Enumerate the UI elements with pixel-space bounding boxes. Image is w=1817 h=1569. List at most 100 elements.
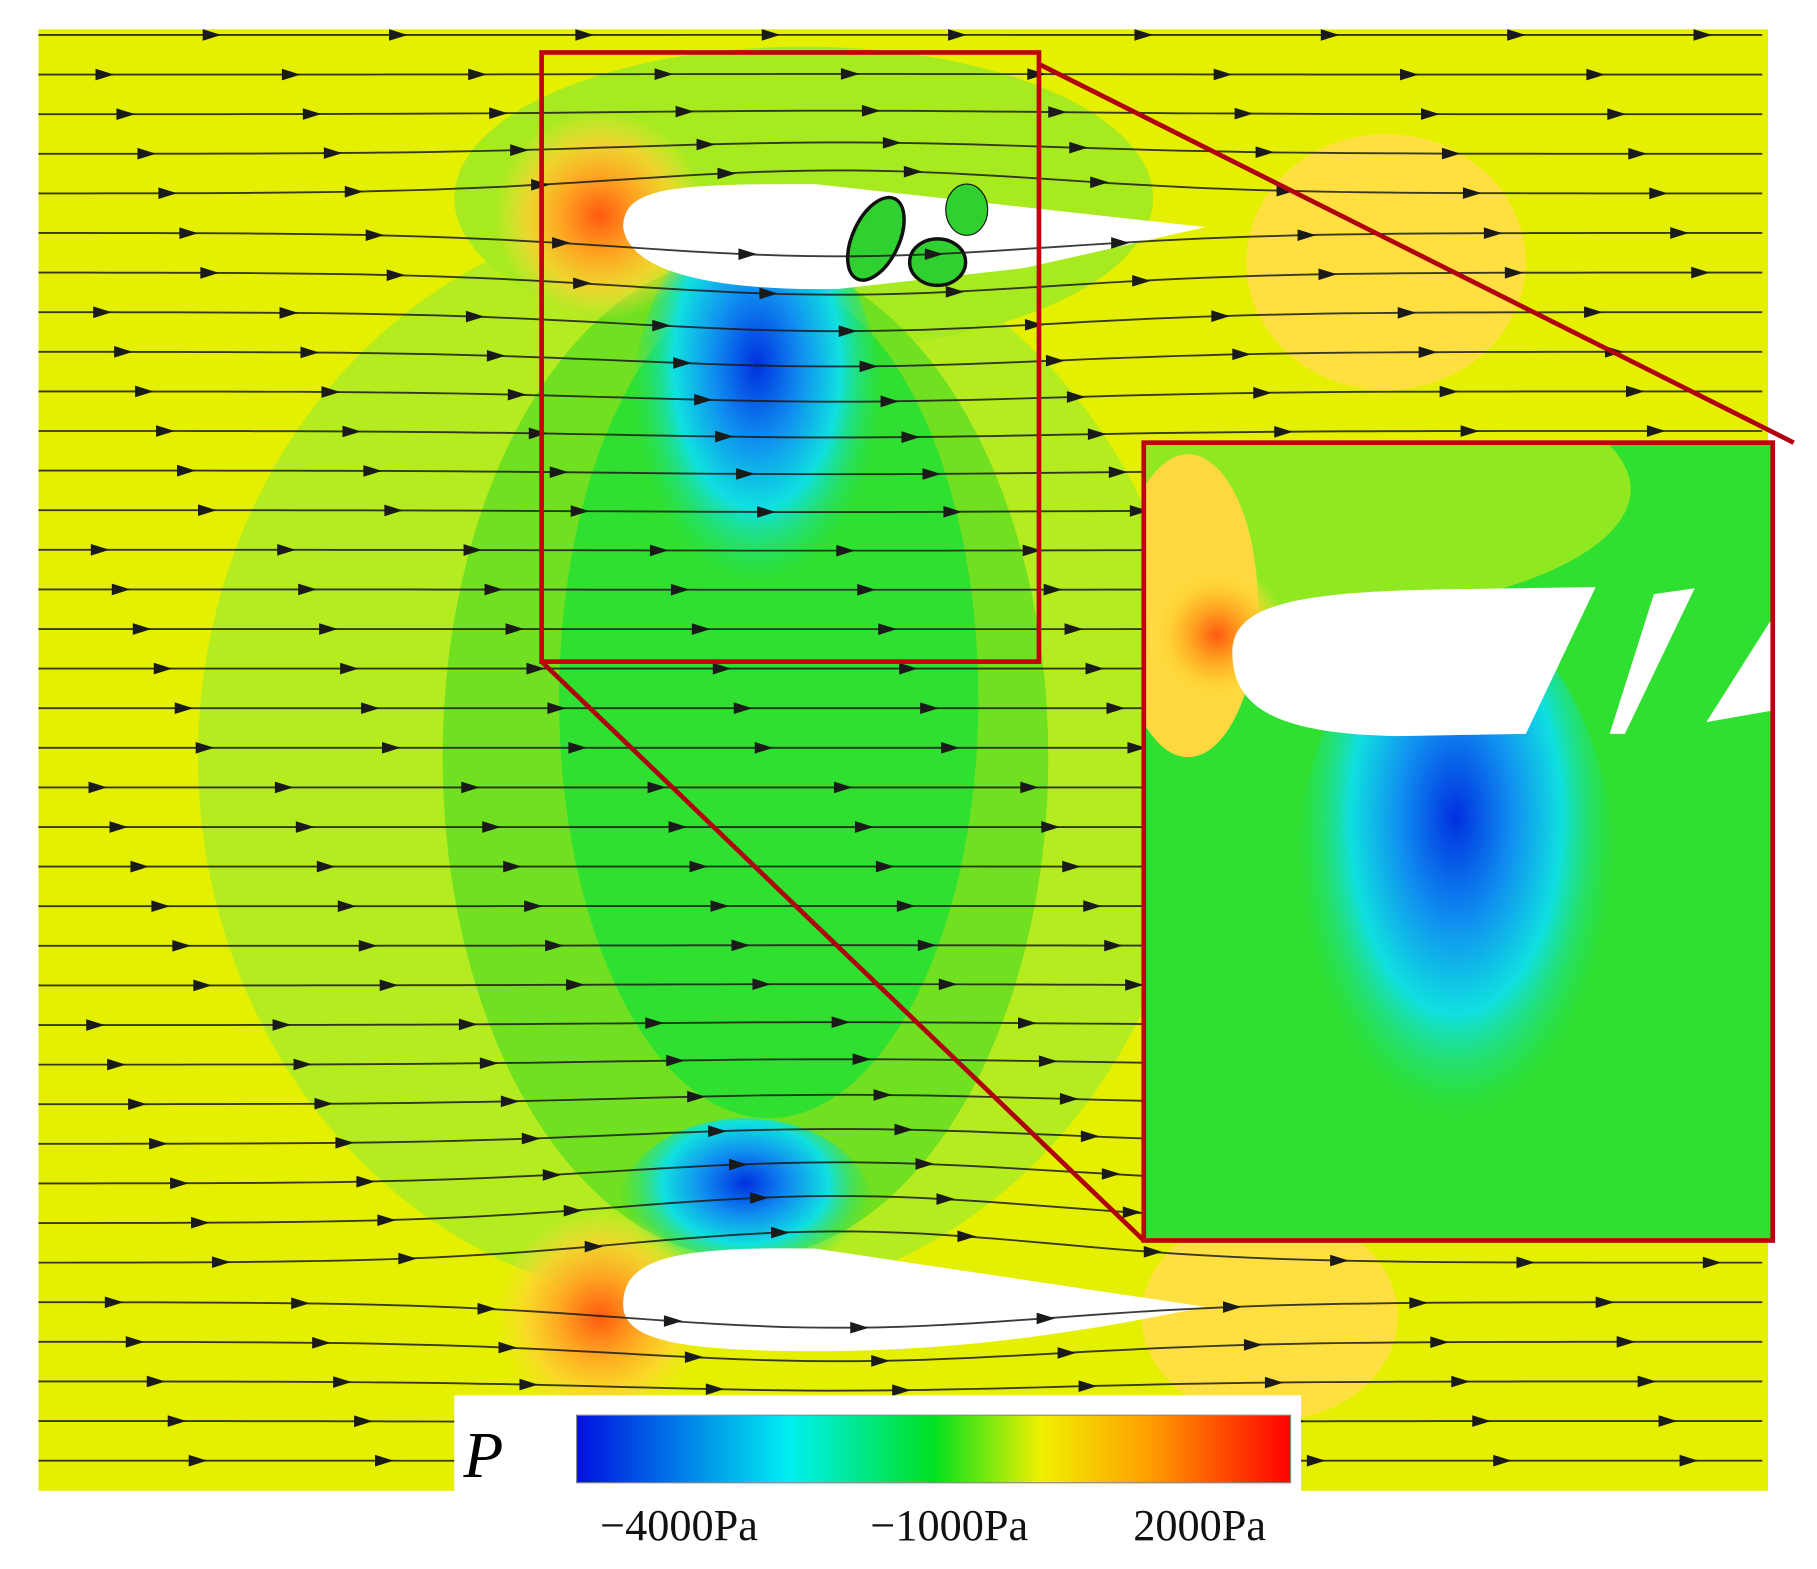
flow-arrow — [1062, 860, 1081, 873]
flow-arrow — [1483, 227, 1503, 240]
flow-arrow — [479, 1057, 499, 1070]
flow-arrow — [684, 1351, 704, 1363]
flow-arrow — [90, 543, 110, 556]
flow-arrow — [875, 860, 895, 873]
flow-arrow — [365, 229, 385, 242]
flow-arrow — [1041, 821, 1060, 833]
flow-arrow — [1213, 68, 1233, 81]
streamline — [38, 109, 1763, 116]
flow-arrow — [505, 623, 525, 635]
flow-arrow — [314, 1097, 334, 1110]
zoom-line — [539, 659, 1146, 1243]
flow-arrow — [654, 68, 674, 80]
flow-arrow — [920, 702, 939, 715]
flow-arrow — [1104, 939, 1123, 952]
flow-arrow — [293, 1058, 313, 1071]
flow-arrow — [191, 1216, 210, 1229]
flow-arrow — [321, 386, 341, 398]
flow-arrow — [729, 1158, 748, 1171]
flow-arrow — [356, 1175, 376, 1188]
flow-arrow — [545, 939, 564, 952]
flow-arrow — [854, 821, 874, 833]
flow-arrow — [575, 29, 595, 41]
flow-arrow — [1693, 29, 1713, 41]
flow-arrow — [279, 307, 299, 319]
flow-arrow — [167, 1415, 187, 1427]
flow-arrow — [153, 662, 173, 675]
flow-arrow — [668, 821, 688, 833]
flow-arrow — [1020, 781, 1039, 794]
flow-arrow — [337, 900, 357, 913]
flow-arrow — [1607, 108, 1626, 121]
flow-arrow — [1022, 544, 1042, 557]
flow-arrow — [731, 939, 751, 952]
flow-arrow — [696, 138, 716, 151]
flow-arrow — [335, 1136, 355, 1149]
flow-arrow — [170, 1177, 189, 1190]
streamline — [38, 350, 1763, 368]
flow-arrow — [1516, 1256, 1536, 1269]
flow-arrow — [465, 310, 485, 323]
flow-arrow — [486, 349, 506, 362]
flow-arrow — [945, 285, 965, 298]
flow-arrow — [158, 187, 178, 200]
flow-arrow — [1595, 1296, 1615, 1309]
flow-arrow — [312, 1337, 331, 1349]
flow-arrow — [1132, 275, 1151, 287]
flow-arrow — [125, 1336, 145, 1348]
flow-arrow — [894, 1123, 914, 1136]
flow-arrow — [652, 319, 671, 332]
flow-arrow — [1122, 1206, 1142, 1219]
flow-arrow — [899, 662, 918, 675]
flow-arrow — [302, 108, 322, 120]
flow-arrow — [1125, 979, 1144, 991]
flow-arrow — [941, 741, 960, 754]
flow-arrow — [272, 1019, 292, 1031]
flow-arrow — [461, 781, 480, 794]
flow-arrow — [542, 1169, 562, 1181]
flow-arrow — [903, 165, 923, 178]
flow-arrow — [503, 860, 522, 873]
flow-arrow — [880, 395, 900, 408]
flow-arrow — [1101, 1168, 1121, 1180]
flow-arrow — [882, 136, 902, 149]
flow-arrow — [738, 248, 758, 261]
flow-arrow — [482, 821, 501, 833]
flow-arrow — [333, 1376, 352, 1388]
flow-arrow — [833, 781, 853, 794]
flow-arrow — [831, 1016, 851, 1029]
flow-arrow — [177, 464, 196, 477]
flow-arrow — [647, 781, 667, 794]
flow-arrow — [715, 430, 734, 443]
flow-arrow — [200, 267, 219, 279]
flow-arrow — [1670, 227, 1689, 239]
flow-arrow — [1306, 1454, 1326, 1467]
flow-arrow — [156, 425, 175, 437]
flow-arrow — [151, 900, 171, 913]
flow-arrow — [116, 108, 136, 121]
flow-arrow — [524, 900, 543, 912]
flow-arrow — [316, 860, 336, 873]
flow-arrow — [1087, 428, 1107, 440]
flow-arrow — [179, 227, 199, 240]
flow-arrow — [1024, 318, 1044, 331]
streamline — [38, 232, 1763, 258]
flow-arrow — [382, 741, 401, 754]
streamline — [38, 72, 1763, 76]
flow-arrow — [901, 431, 921, 443]
streamline — [38, 1301, 1763, 1329]
flow-arrow — [1085, 662, 1105, 675]
flow-arrow — [1441, 147, 1461, 160]
inset — [1143, 442, 1773, 1241]
flow-arrow — [1080, 1130, 1100, 1143]
flow-arrow — [570, 505, 590, 517]
flow-arrow — [752, 978, 772, 991]
flow-arrow — [733, 702, 753, 715]
flow-arrow — [549, 466, 569, 478]
flow-arrow — [871, 1355, 890, 1367]
flow-arrow — [957, 1230, 977, 1243]
flow-arrow — [712, 662, 732, 675]
flow-arrow — [398, 1252, 417, 1265]
flow-arrow — [1069, 141, 1088, 154]
flow-arrow — [1400, 68, 1419, 81]
